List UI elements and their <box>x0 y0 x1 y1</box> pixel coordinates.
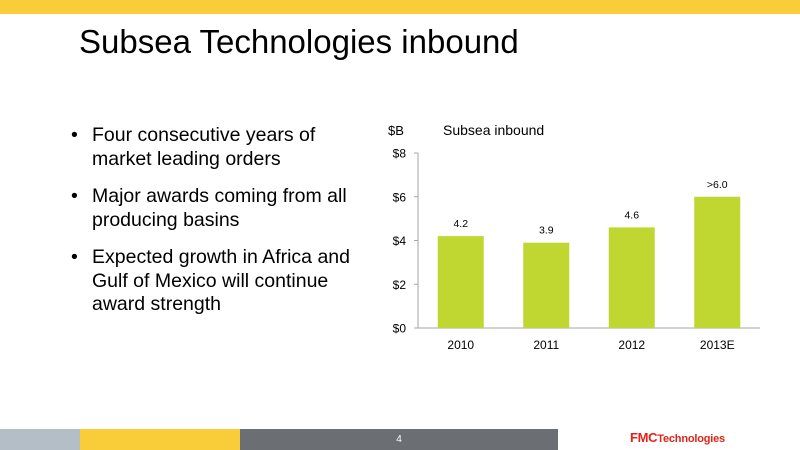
logo-suffix: Technologies <box>657 433 725 445</box>
y-tick-label: $0 <box>393 322 407 336</box>
bullet-text: Four consecutive years of market leading… <box>92 124 316 170</box>
chart-title: Subsea inbound <box>443 122 544 138</box>
fmc-technologies-logo: FMC Technologies <box>630 430 725 448</box>
x-tick-label: 2012 <box>618 338 645 352</box>
y-axis-unit-label: $B <box>388 123 404 138</box>
bar-2010 <box>437 236 484 328</box>
bar-2012 <box>608 227 655 328</box>
slide-title: Subsea Technologies inbound <box>79 23 519 60</box>
logo-brand: FMC <box>630 430 658 445</box>
x-tick-label: 2013E <box>700 338 735 352</box>
bar-data-label: 4.6 <box>624 209 639 221</box>
footer-grey-segment <box>0 429 80 450</box>
y-tick-label: $2 <box>393 278 407 292</box>
subsea-inbound-chart: $B Subsea inbound $0 $2 $4 $6 $8 4.2 2010 3.9 2011… <box>370 115 770 365</box>
x-tick-label: 2010 <box>447 338 474 352</box>
bar-data-label: >6.0 <box>707 179 728 191</box>
bar-data-label: 4.2 <box>453 218 468 230</box>
footer-dark-segment <box>240 429 558 450</box>
bullet-dot-icon: • <box>71 124 78 146</box>
bar-data-label: 3.9 <box>539 225 554 237</box>
footer-yellow-segment <box>80 429 240 450</box>
y-tick-label: $4 <box>393 234 407 248</box>
top-accent-stripe <box>0 0 800 14</box>
chart-canvas: $B Subsea inbound $0 $2 $4 $6 $8 4.2 2010 3.9 2011… <box>388 122 760 352</box>
bullet-dot-icon: • <box>71 185 78 207</box>
bullet-list: • Four consecutive years of market leadin… <box>70 124 380 331</box>
bullet-dot-icon: • <box>71 246 78 268</box>
bullet-item: • Major awards coming from all producing … <box>70 185 380 232</box>
bullet-text: Expected growth in Africa and Gulf of Me… <box>92 246 350 315</box>
y-tick-label: $8 <box>393 147 407 161</box>
x-tick-label: 2011 <box>533 338 559 352</box>
bar-2011 <box>523 242 570 328</box>
bar-2013e <box>694 196 741 328</box>
bullet-item: • Expected growth in Africa and Gulf of M… <box>70 246 380 317</box>
bullet-text: Major awards coming from all producing b… <box>92 185 347 231</box>
y-tick-label: $6 <box>393 190 407 204</box>
page-number: 4 <box>396 434 402 445</box>
bullet-item: • Four consecutive years of market leadin… <box>70 124 380 171</box>
